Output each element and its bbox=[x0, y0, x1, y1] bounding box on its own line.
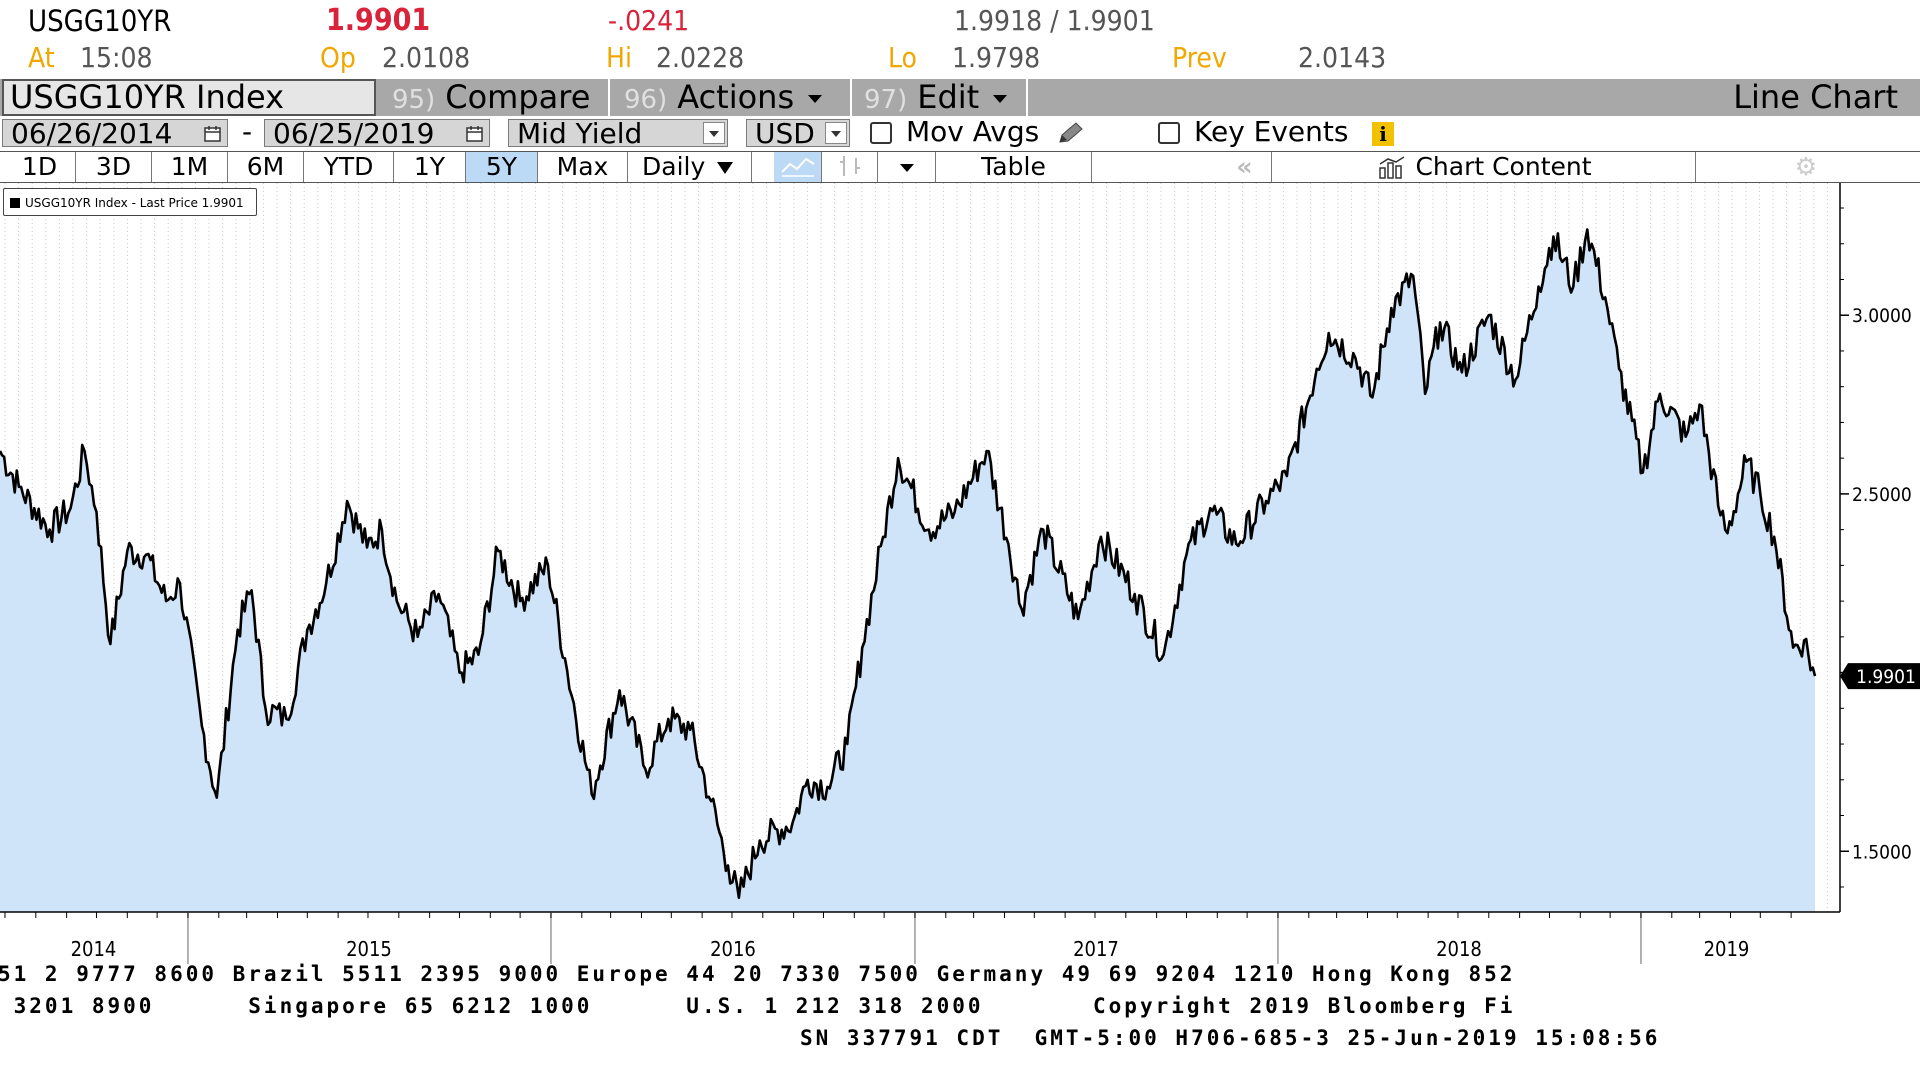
footer-line-2: 3201 8900 Singapore 65 6212 1000 U.S. 1 … bbox=[0, 994, 1516, 1018]
last-value-label: 1.9901 bbox=[1856, 666, 1916, 688]
mov-avgs-checkbox[interactable] bbox=[870, 122, 892, 144]
chevron-down-icon bbox=[808, 95, 823, 103]
line-chart-toggle[interactable] bbox=[774, 152, 822, 182]
key-events-label: Key Events bbox=[1194, 115, 1349, 148]
chevron-down-icon bbox=[899, 164, 914, 172]
x-tick-label: 2014 bbox=[71, 937, 117, 961]
compare-number: 95) bbox=[392, 85, 436, 115]
high-value: 2.0228 bbox=[656, 41, 745, 74]
open-value: 2.0108 bbox=[382, 41, 471, 74]
chevron-down-icon bbox=[717, 162, 734, 174]
start-date-value: 06/26/2014 bbox=[11, 117, 173, 150]
table-button[interactable]: Table bbox=[936, 152, 1092, 182]
price-area-fill bbox=[0, 229, 1815, 912]
footer-line-1: 51 2 9777 8600 Brazil 5511 2395 9000 Eur… bbox=[0, 962, 1516, 986]
mov-avgs-label: Mov Avgs bbox=[906, 115, 1040, 148]
edit-number: 97) bbox=[864, 85, 908, 115]
calendar-icon[interactable] bbox=[465, 124, 485, 144]
last-value-marker: 1.9901 bbox=[1840, 663, 1920, 690]
line-chart-icon bbox=[780, 157, 815, 177]
security-label: USGG10YR Index bbox=[10, 78, 285, 116]
candlestick-icon bbox=[839, 156, 860, 176]
period-5y-button[interactable]: 5Y bbox=[466, 152, 538, 182]
frequency-value: Daily bbox=[642, 152, 706, 181]
y-axis-ticks: 1.5000 2.5000 3.0000 bbox=[1840, 207, 1912, 888]
period-6m-button[interactable]: 6M bbox=[228, 152, 304, 182]
chevron-down-icon[interactable] bbox=[703, 122, 725, 144]
legend-label: USGG10YR Index - Last Price 1.9901 bbox=[25, 196, 244, 210]
actions-button[interactable]: 96) Actions bbox=[624, 79, 846, 116]
high-label: Hi bbox=[606, 41, 632, 74]
yield-type-value: Mid Yield bbox=[517, 117, 643, 150]
period-1m-button[interactable]: 1M bbox=[152, 152, 228, 182]
y-tick-label: 1.5000 bbox=[1852, 841, 1912, 863]
compare-label: Compare bbox=[445, 78, 591, 116]
ticker-symbol: USGG10YR bbox=[28, 4, 172, 38]
yield-type-select[interactable]: Mid Yield bbox=[508, 117, 728, 150]
x-axis-ticks: 2014 2015 2016 2017 2018 2019 bbox=[4, 912, 1792, 964]
end-date-value: 06/25/2019 bbox=[273, 117, 435, 150]
chart-style-dropdown[interactable] bbox=[878, 152, 936, 182]
last-value-badge bbox=[1840, 663, 1920, 690]
chevron-down-icon[interactable] bbox=[825, 122, 847, 144]
end-date-field[interactable]: 06/25/2019 bbox=[264, 117, 490, 150]
prev-value: 2.0143 bbox=[1298, 41, 1387, 74]
bid-ask: 1.9918 / 1.9901 bbox=[954, 4, 1155, 37]
chart-type-label: Line Chart bbox=[1733, 78, 1898, 116]
open-label: Op bbox=[320, 41, 356, 74]
at-label: At bbox=[28, 41, 55, 74]
footer-line-3: SN 337791 CDT GMT-5:00 H706-685-3 25-Jun… bbox=[800, 1026, 1661, 1050]
chevron-down-icon bbox=[993, 95, 1008, 103]
legend-swatch bbox=[10, 198, 20, 208]
currency-select[interactable]: USD bbox=[746, 117, 850, 150]
calendar-icon[interactable] bbox=[203, 124, 223, 144]
info-icon[interactable]: i bbox=[1372, 122, 1394, 146]
price-line bbox=[0, 228, 1817, 899]
period-1y-button[interactable]: 1Y bbox=[394, 152, 466, 182]
low-value: 1.9798 bbox=[952, 41, 1041, 74]
chart-content-label: Chart Content bbox=[1415, 152, 1592, 181]
period-3d-button[interactable]: 3D bbox=[76, 152, 152, 182]
edit-label: Edit bbox=[917, 78, 980, 116]
actions-label: Actions bbox=[677, 78, 795, 116]
x-tick-label: 2019 bbox=[1704, 937, 1750, 961]
currency-value: USD bbox=[755, 117, 815, 150]
gear-icon[interactable]: ⚙ bbox=[1696, 152, 1916, 182]
period-ytd-button[interactable]: YTD bbox=[304, 152, 394, 182]
last-price: 1.9901 bbox=[326, 3, 431, 38]
pencil-icon[interactable] bbox=[1056, 120, 1086, 146]
frequency-select[interactable]: Daily bbox=[628, 152, 752, 182]
compare-button[interactable]: 95) Compare bbox=[392, 79, 606, 116]
chart-content-button[interactable]: Chart Content bbox=[1274, 152, 1696, 182]
double-chevron-left-icon[interactable]: « bbox=[1218, 152, 1272, 182]
low-label: Lo bbox=[888, 41, 917, 74]
title-bar: USGG10YR Index 95) Compare 96) Actions 97)… bbox=[0, 79, 1920, 116]
chart-legend: USGG10YR Index - Last Price 1.9901 bbox=[3, 188, 257, 216]
period-max-button[interactable]: Max bbox=[538, 152, 628, 182]
x-tick-label: 2018 bbox=[1436, 937, 1482, 961]
period-toolbar: 1D 3D 1M 6M YTD 1Y 5Y Max Daily Table « … bbox=[0, 151, 1920, 183]
y-tick-label: 3.0000 bbox=[1852, 305, 1912, 327]
key-events-checkbox[interactable] bbox=[1158, 122, 1180, 144]
actions-number: 96) bbox=[624, 85, 668, 115]
security-field[interactable]: USGG10YR Index bbox=[2, 79, 376, 116]
at-value: 15:08 bbox=[80, 41, 153, 74]
x-tick-label: 2017 bbox=[1073, 937, 1119, 961]
x-tick-label: 2016 bbox=[710, 937, 756, 961]
price-change: -.0241 bbox=[608, 4, 690, 37]
start-date-field[interactable]: 06/26/2014 bbox=[2, 117, 228, 150]
edit-button[interactable]: 97) Edit bbox=[864, 79, 1024, 116]
x-tick-label: 2015 bbox=[346, 937, 392, 961]
bar-chart-toggle[interactable] bbox=[822, 152, 878, 182]
chart-content-icon bbox=[1379, 156, 1405, 179]
period-1d-button[interactable]: 1D bbox=[4, 152, 76, 182]
date-range-dash: - bbox=[242, 115, 253, 148]
y-tick-label: 2.5000 bbox=[1852, 484, 1912, 506]
prev-label: Prev bbox=[1172, 41, 1227, 74]
